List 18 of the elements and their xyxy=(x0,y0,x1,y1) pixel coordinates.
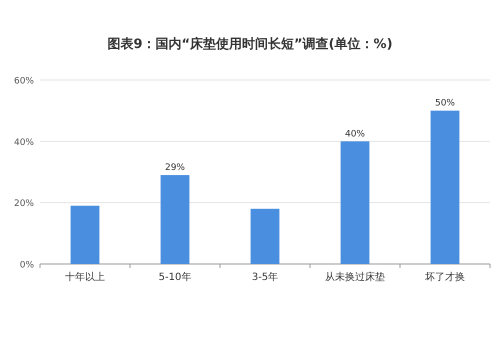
x-tick-label: 从未换过床垫 xyxy=(325,271,385,283)
x-tick-label: 十年以上 xyxy=(65,271,105,283)
y-tick-label: 20% xyxy=(14,199,34,210)
bar xyxy=(160,175,190,264)
data-label: 29% xyxy=(164,163,186,174)
bar xyxy=(250,208,280,264)
bar xyxy=(70,206,100,264)
bar xyxy=(430,110,460,264)
bar xyxy=(340,141,370,264)
y-tick-label: 40% xyxy=(14,138,34,148)
x-tick-label: 3-5年 xyxy=(252,271,278,283)
y-tick-label: 60% xyxy=(14,76,34,86)
chart-title: 图表9：国内“床垫使用时间长短”调查(单位：%) xyxy=(107,36,393,52)
data-label: 40% xyxy=(344,129,366,140)
x-tick-label: 5-10年 xyxy=(158,271,192,283)
x-tick-label: 坏了才换 xyxy=(424,271,465,283)
data-label: 50% xyxy=(434,98,456,109)
y-tick-label: 0% xyxy=(20,260,34,270)
